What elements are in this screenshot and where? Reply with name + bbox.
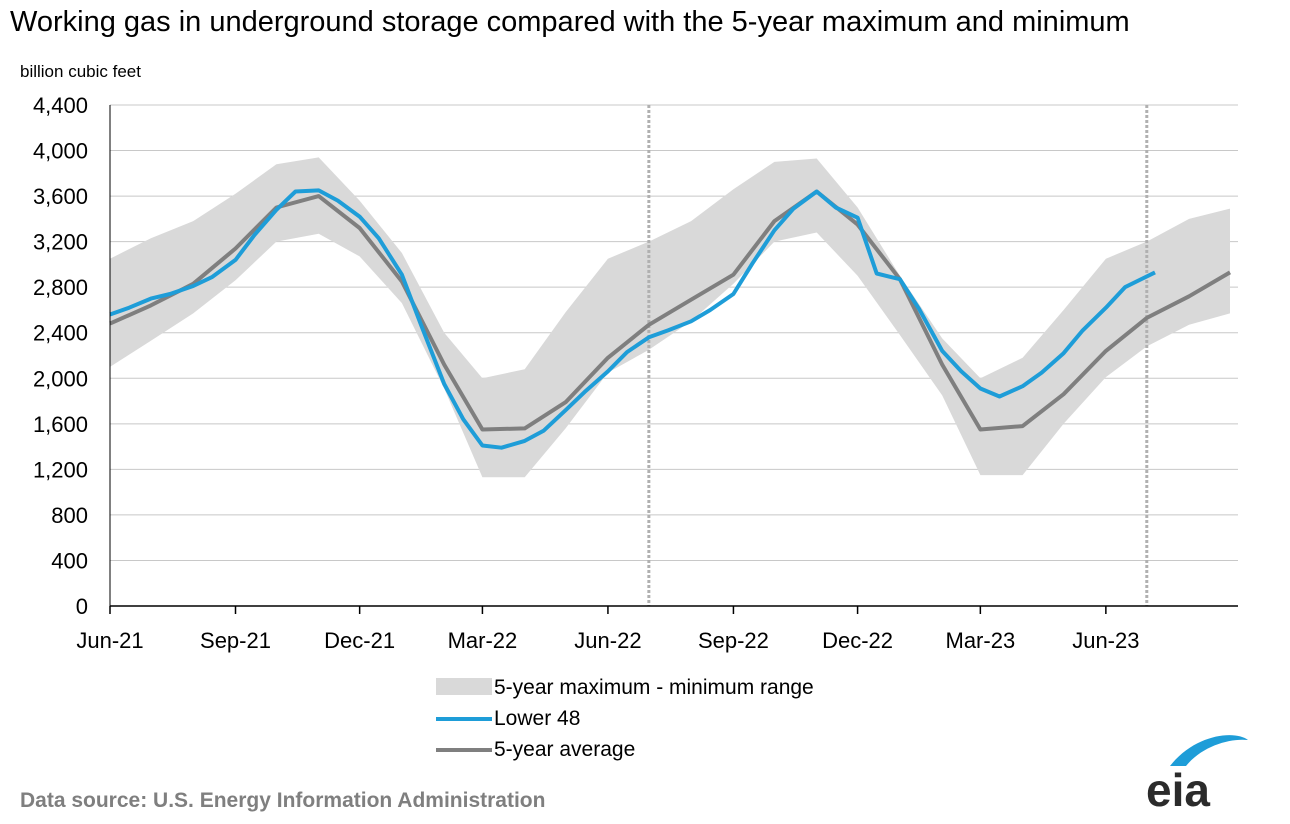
chart-title: Working gas in underground storage compa…: [10, 6, 1130, 38]
legend-swatch-average: [436, 748, 492, 752]
legend-label-lower48: Lower 48: [494, 707, 581, 730]
legend-label-average: 5-year average: [494, 738, 636, 761]
x-tick-label: Mar-23: [946, 628, 1016, 653]
x-tick-label: Sep-22: [698, 628, 769, 653]
chart-plot: 0 400 800 1,200 1,600 2,000 2,400 2,800 3,200 3,6…: [33, 93, 1238, 653]
x-tick-label: Mar-22: [448, 628, 518, 653]
y-tick-label: 800: [51, 503, 88, 528]
y-tick-label: 1,600: [33, 412, 88, 437]
legend-label-range: 5-year maximum - minimum range: [494, 676, 814, 699]
data-source-note: Data source: U.S. Energy Information Adm…: [20, 789, 546, 812]
series-line-lower-48: [109, 188, 1156, 450]
y-tick-label: 4,000: [33, 139, 88, 164]
y-axis-unit-label: billion cubic feet: [20, 62, 141, 81]
y-tick-label: 2,400: [33, 321, 88, 346]
x-tick-label: Dec-22: [822, 628, 893, 653]
y-tick-label: 2,800: [33, 275, 88, 300]
eia-logo-swoosh-icon: [1170, 735, 1248, 766]
legend-swatch-lower48: [436, 717, 492, 721]
y-tick-label: 1,200: [33, 457, 88, 482]
y-tick-label: 2,000: [33, 366, 88, 391]
series-line-5-year-average: [109, 189, 1232, 432]
x-tick-label: Jun-22: [574, 628, 641, 653]
eia-logo-text: eia: [1146, 764, 1210, 812]
y-tick-label: 400: [51, 548, 88, 573]
y-tick-label: 3,600: [33, 184, 88, 209]
legend-swatch-range: [436, 678, 492, 695]
y-tick-label: 0: [76, 594, 88, 619]
x-tick-label: Jun-23: [1072, 628, 1139, 653]
eia-logo: eia: [1146, 735, 1248, 812]
x-tick-label: Dec-21: [324, 628, 395, 653]
x-tick-label: Sep-21: [200, 628, 271, 653]
x-tick-label: Jun-21: [76, 628, 143, 653]
range-band: [110, 157, 1230, 478]
y-tick-label: 4,400: [33, 93, 88, 118]
y-tick-label: 3,200: [33, 230, 88, 255]
